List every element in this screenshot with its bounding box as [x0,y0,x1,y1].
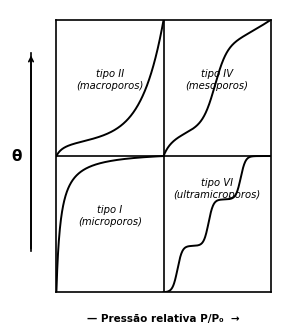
Text: θ: θ [12,148,22,164]
Text: tipo IV
(mesoporos): tipo IV (mesoporos) [186,69,249,91]
Text: tipo II
(macroporos): tipo II (macroporos) [76,69,144,91]
Text: tipo VI
(ultramicroporos): tipo VI (ultramicroporos) [173,178,261,200]
Text: tipo I
(microporos): tipo I (microporos) [78,205,142,227]
Text: — Pressão relativa P/P₀  →: — Pressão relativa P/P₀ → [87,314,240,324]
